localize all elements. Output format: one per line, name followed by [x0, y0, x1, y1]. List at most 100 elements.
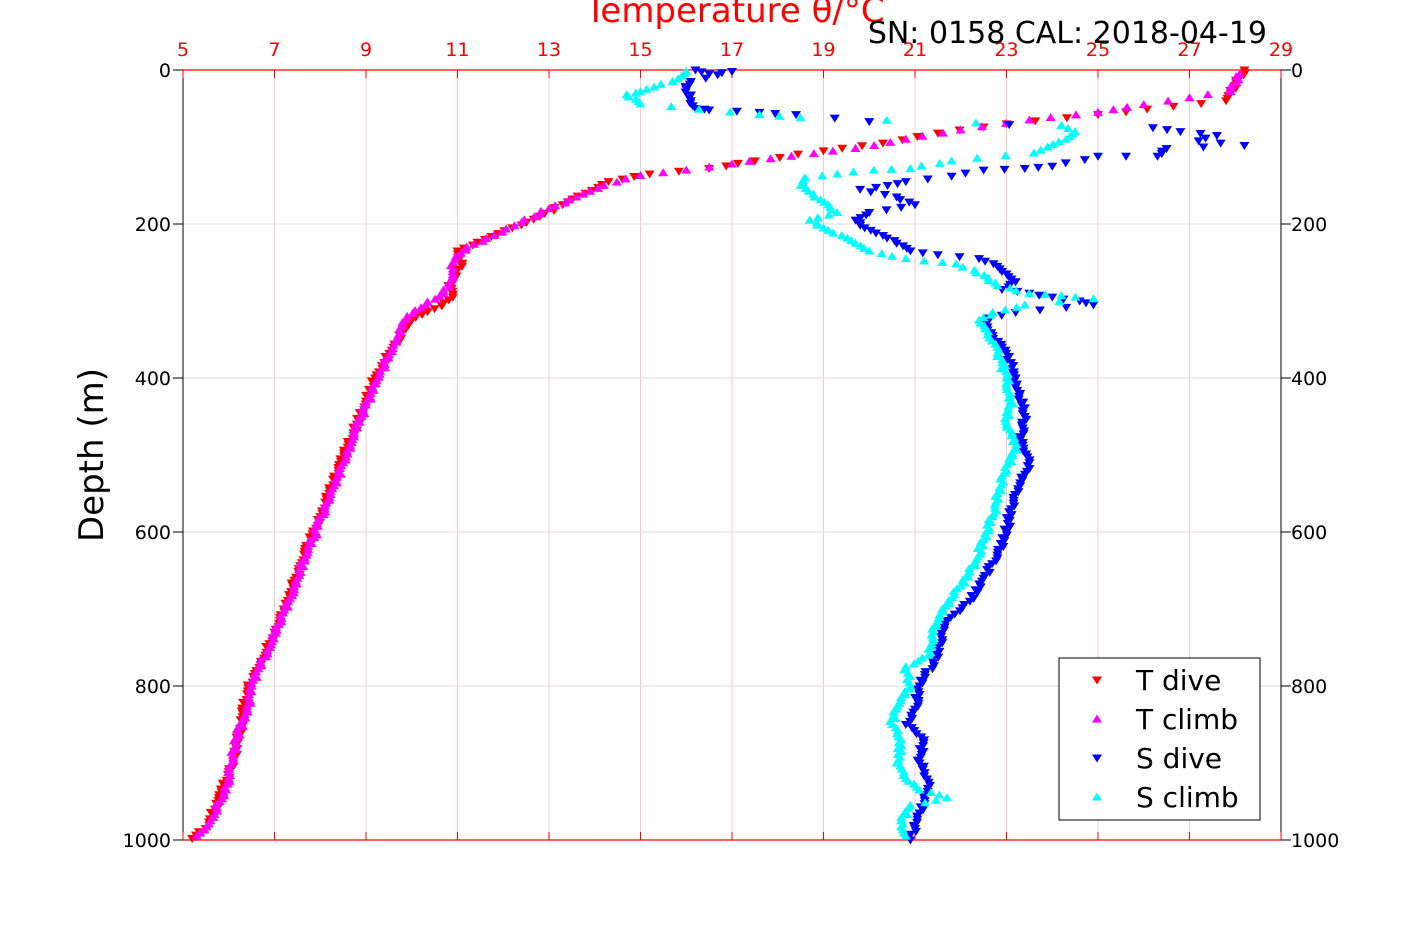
- series-s-climb: [621, 67, 1099, 840]
- data-point: [855, 214, 866, 223]
- data-point: [684, 80, 695, 89]
- data-point: [1024, 288, 1035, 297]
- legend-box: [1058, 657, 1261, 821]
- data-point: [976, 122, 987, 131]
- data-point: [1033, 163, 1044, 172]
- data-point: [444, 282, 455, 291]
- data-point: [1056, 291, 1067, 300]
- data-point: [996, 267, 1007, 276]
- data-point: [727, 159, 737, 168]
- data-point: [1010, 278, 1021, 287]
- data-point: [861, 211, 872, 220]
- data-point: [443, 296, 454, 305]
- data-point: [673, 167, 684, 176]
- data-point: [1122, 102, 1132, 111]
- data-point: [850, 144, 861, 153]
- data-point: [1108, 105, 1119, 114]
- data-points: [187, 66, 1251, 845]
- data-point: [857, 142, 868, 151]
- data-point: [942, 793, 953, 802]
- series-t-climb: [191, 69, 1245, 840]
- data-point: [1088, 301, 1099, 310]
- data-point: [774, 111, 785, 120]
- data-point: [900, 178, 911, 187]
- data-point: [887, 251, 898, 260]
- data-point: [1054, 297, 1065, 306]
- data-point: [1168, 102, 1179, 111]
- data-point: [1006, 457, 1017, 466]
- data-point: [1030, 117, 1041, 126]
- data-point: [629, 173, 640, 182]
- y-axis-label: Depth (m): [72, 368, 112, 542]
- data-point: [803, 186, 814, 195]
- y-tick-label-right: 200: [1291, 214, 1327, 236]
- data-point: [1011, 445, 1022, 454]
- data-point: [992, 281, 1003, 290]
- data-point: [855, 185, 866, 194]
- x-tick-label: 5: [177, 39, 189, 61]
- data-point: [972, 589, 983, 598]
- data-point: [823, 210, 834, 219]
- data-point: [892, 180, 903, 189]
- data-point: [978, 166, 989, 175]
- data-point: [886, 164, 897, 173]
- data-point: [876, 249, 887, 258]
- data-point: [1225, 87, 1236, 96]
- data-point: [905, 247, 916, 256]
- legend-marker: [1092, 754, 1102, 763]
- data-point: [882, 234, 893, 243]
- data-point: [891, 239, 902, 248]
- data-point: [998, 542, 1009, 551]
- data-point: [700, 74, 711, 83]
- data-point: [890, 713, 901, 722]
- data-point: [869, 140, 880, 149]
- data-point: [754, 110, 765, 119]
- data-point: [818, 223, 829, 232]
- y-tick-label-right: 0: [1291, 60, 1303, 82]
- data-point: [1004, 121, 1015, 130]
- data-point: [920, 673, 931, 682]
- data-point: [469, 239, 480, 248]
- data-point: [917, 249, 928, 258]
- data-point: [694, 104, 705, 113]
- data-point: [791, 111, 802, 120]
- data-point: [261, 652, 272, 661]
- data-point: [954, 607, 965, 616]
- data-point: [970, 561, 981, 570]
- data-point: [1138, 100, 1149, 109]
- data-point: [900, 134, 911, 143]
- data-point: [881, 115, 892, 124]
- data-point: [460, 245, 471, 254]
- data-point: [727, 68, 737, 77]
- data-point: [809, 192, 820, 201]
- data-point: [516, 217, 527, 226]
- data-point: [380, 363, 391, 372]
- data-point: [1001, 531, 1012, 540]
- data-point: [980, 257, 991, 266]
- y-tick-label-left: 200: [135, 214, 171, 236]
- data-point: [909, 659, 920, 668]
- data-point: [865, 226, 876, 235]
- data-point: [578, 189, 589, 198]
- data-point: [912, 132, 923, 141]
- data-point: [910, 827, 921, 836]
- data-point: [919, 256, 930, 265]
- data-point: [900, 721, 911, 729]
- data-point: [770, 110, 781, 119]
- x-tick-label: 21: [903, 39, 927, 61]
- data-point: [804, 215, 815, 224]
- data-point: [1196, 100, 1207, 109]
- data-point: [916, 161, 927, 170]
- data-point: [1093, 152, 1103, 161]
- data-point: [571, 192, 582, 201]
- data-point: [937, 258, 948, 266]
- data-point: [585, 186, 596, 195]
- y-tick-label-left: 1000: [123, 830, 171, 852]
- data-point: [911, 730, 922, 739]
- data-point: [837, 144, 848, 153]
- data-point: [954, 253, 965, 262]
- data-point: [955, 125, 966, 134]
- data-point: [1028, 148, 1039, 157]
- data-point: [946, 156, 957, 165]
- data-point: [477, 236, 488, 245]
